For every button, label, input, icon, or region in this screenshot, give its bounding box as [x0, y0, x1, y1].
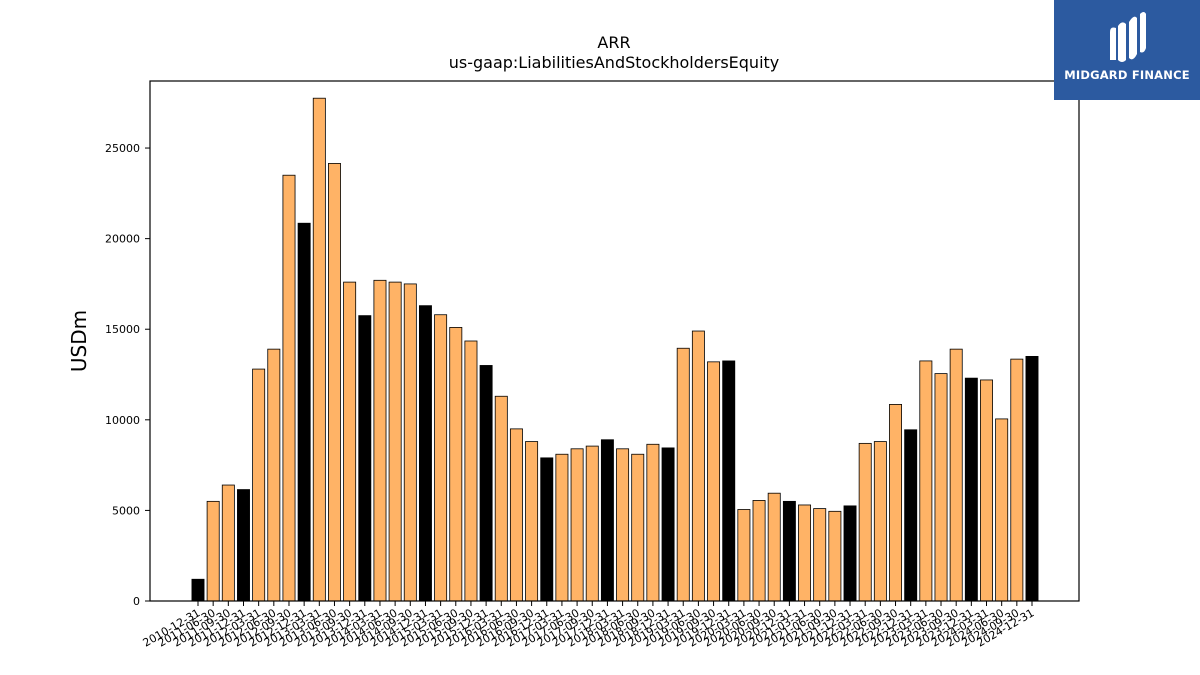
bar-2019-09-30 — [707, 361, 721, 602]
bar-2015-06-30 — [449, 327, 463, 602]
bar-2014-06-30 — [388, 281, 402, 602]
bar-2018-12-31 — [661, 447, 675, 602]
bar-2020-12-31 — [782, 500, 796, 602]
y-tick-label: 0 — [133, 595, 140, 608]
bar-2012-12-31 — [297, 222, 311, 602]
bar-2013-09-30 — [343, 281, 357, 602]
bar-2013-12-31 — [358, 315, 372, 602]
bar-2022-12-31 — [904, 429, 918, 602]
bar-2018-09-30 — [646, 443, 660, 602]
bar-2012-03-31 — [252, 368, 266, 602]
bar-2019-06-30 — [691, 330, 705, 602]
chart-title: ARR — [597, 33, 630, 52]
y-axis-ticks: 0 5000 10000 15000 20000 25000 — [105, 142, 150, 608]
bar-2020-09-30 — [767, 492, 781, 602]
bar-2022-03-31 — [858, 442, 872, 602]
bar-2019-03-31 — [676, 347, 690, 602]
plot-frame — [149, 80, 1080, 602]
bar-2020-03-31 — [737, 509, 751, 602]
bar-2022-09-30 — [889, 404, 902, 602]
bar-2013-06-30 — [328, 163, 341, 602]
y-tick-label: 20000 — [105, 233, 140, 246]
bar-2016-06-30 — [509, 428, 523, 602]
bar-2015-09-30 — [464, 340, 478, 602]
bar-2015-12-31 — [479, 365, 493, 602]
y-tick-label: 5000 — [112, 504, 140, 517]
bar-2013-03-31 — [312, 97, 326, 602]
bar-2016-09-30 — [525, 441, 539, 602]
bar-2017-12-31 — [600, 439, 614, 602]
bar-2014-09-30 — [403, 283, 417, 602]
y-axis-label: USDm — [67, 310, 91, 372]
bar-2010-12-31 — [191, 578, 205, 602]
bar-2016-12-31 — [540, 457, 554, 602]
y-tick-label: 25000 — [105, 142, 140, 155]
bar-2018-03-31 — [616, 448, 630, 602]
bar-2020-06-30 — [752, 500, 766, 602]
bar-2018-06-30 — [631, 453, 645, 602]
y-tick-label: 10000 — [105, 414, 140, 427]
bar-2021-06-30 — [813, 508, 827, 602]
bar-2015-03-31 — [434, 314, 448, 602]
bar-2014-03-31 — [373, 279, 387, 602]
bar-2012-09-30 — [282, 174, 296, 602]
bar-2021-03-31 — [798, 504, 812, 602]
midgard-finance-logo: MIDGARD FINANCE — [1054, 0, 1200, 100]
bar-2024-06-30 — [995, 418, 1009, 602]
bar-2024-09-30 — [1010, 358, 1024, 602]
logo-text: MIDGARD FINANCE — [1064, 68, 1190, 82]
bar-2011-09-30 — [221, 484, 235, 602]
bar-2021-12-31 — [843, 505, 857, 602]
bar-2017-03-31 — [555, 453, 569, 602]
bar-2019-12-31 — [722, 360, 736, 602]
bar-2024-03-31 — [980, 379, 993, 602]
bar-2022-06-30 — [873, 441, 887, 602]
bar-2023-06-30 — [934, 373, 948, 602]
bar-2023-09-30 — [949, 348, 963, 602]
chart-subtitle: us-gaap:LiabilitiesAndStockholdersEquity — [449, 53, 780, 72]
bar-2012-06-30 — [267, 348, 281, 602]
x-axis-ticks: 2010-12-312011-06-302011-09-302011-12-31… — [141, 601, 1037, 650]
bar-2014-12-31 — [418, 305, 432, 602]
bar-2023-12-31 — [964, 377, 978, 602]
bar-2017-09-30 — [585, 445, 599, 602]
bar-2021-09-30 — [828, 510, 842, 602]
bar-series — [191, 97, 1039, 602]
bar-2017-06-30 — [570, 448, 584, 602]
bar-2011-12-31 — [237, 489, 250, 602]
bar-2016-03-31 — [494, 395, 508, 602]
bar-2011-06-30 — [206, 500, 220, 602]
y-tick-label: 15000 — [105, 323, 140, 336]
bar-2024-12-31 — [1025, 355, 1039, 602]
midgard-logo-icon — [1110, 12, 1146, 62]
bar-2023-03-31 — [919, 360, 933, 602]
